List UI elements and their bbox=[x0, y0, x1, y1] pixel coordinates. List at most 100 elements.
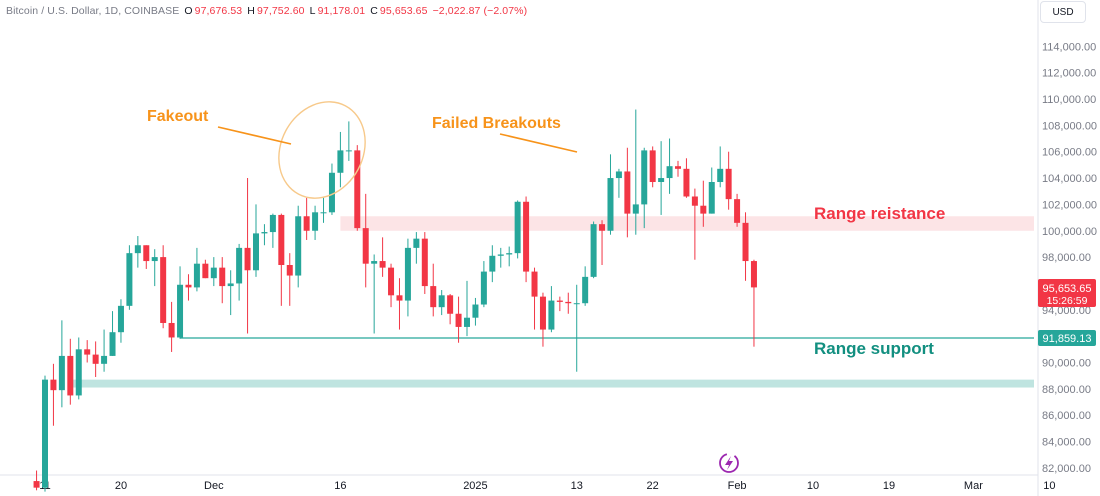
candle-body bbox=[506, 253, 513, 255]
candle-body bbox=[84, 349, 91, 355]
price-tick-label: 112,000.00 bbox=[1042, 68, 1096, 80]
candle-body bbox=[582, 276, 589, 304]
candle-body bbox=[379, 261, 386, 268]
candle-body bbox=[615, 171, 622, 179]
fakeout-ellipse bbox=[278, 101, 366, 199]
candle-body bbox=[464, 317, 470, 327]
candle-body bbox=[160, 257, 167, 323]
candle-body bbox=[244, 247, 251, 271]
candle-body bbox=[202, 263, 209, 279]
candle-body bbox=[219, 267, 226, 287]
symbol-label: Bitcoin / U.S. Dollar, 1D, COINBASE bbox=[6, 5, 180, 17]
candle-body bbox=[649, 150, 656, 183]
candle-body bbox=[143, 245, 150, 262]
candle-body bbox=[404, 247, 411, 301]
candle-body bbox=[253, 233, 259, 271]
candle-body bbox=[590, 224, 597, 277]
price-tick-label: 108,000.00 bbox=[1042, 120, 1097, 132]
candle-body bbox=[455, 313, 462, 327]
candle-body bbox=[430, 286, 437, 308]
candle-body bbox=[556, 300, 563, 302]
low-value: 91,178.01 bbox=[317, 5, 366, 17]
candle-body bbox=[50, 379, 57, 391]
candle-body bbox=[227, 283, 234, 287]
candle-body bbox=[599, 224, 606, 231]
time-tick-label: Mar bbox=[964, 480, 983, 492]
price-tick-label: 94,000.00 bbox=[1042, 305, 1091, 317]
candle-body bbox=[354, 150, 361, 229]
price-tick-label: 98,000.00 bbox=[1042, 252, 1091, 264]
close-value: 95,653.65 bbox=[379, 5, 428, 17]
candle-body bbox=[42, 379, 48, 488]
range-support-label: Range support bbox=[814, 339, 934, 358]
close-label: C bbox=[370, 5, 378, 17]
candle-body bbox=[328, 172, 335, 213]
candle-body bbox=[320, 212, 327, 214]
currency-button[interactable]: USD bbox=[1040, 1, 1086, 23]
candle-body bbox=[548, 300, 555, 330]
time-tick-label: 10 bbox=[807, 480, 819, 492]
open-value: 97,676.53 bbox=[194, 5, 243, 17]
candle-body bbox=[312, 212, 319, 231]
candle-body bbox=[269, 214, 276, 233]
candle-body bbox=[742, 222, 749, 262]
candle-body bbox=[573, 303, 580, 305]
chart-header: Bitcoin / U.S. Dollar, 1D, COINBASE O 97,… bbox=[6, 5, 529, 17]
candle-body bbox=[67, 355, 74, 396]
range-resistance-label: Range reistance bbox=[814, 204, 945, 223]
candle-body bbox=[565, 301, 572, 304]
lightning-icon[interactable] bbox=[719, 453, 739, 473]
candle-body bbox=[514, 201, 521, 254]
fakeout-pointer bbox=[217, 126, 292, 145]
candle-body bbox=[151, 257, 158, 262]
candle-body bbox=[472, 304, 479, 318]
candle-body bbox=[185, 284, 192, 288]
candle-body bbox=[666, 166, 673, 179]
candle-body bbox=[75, 349, 82, 396]
price-tick-label: 106,000.00 bbox=[1042, 147, 1097, 159]
price-tick-label: 86,000.00 bbox=[1042, 410, 1091, 422]
candle-body bbox=[708, 182, 715, 214]
candle-body bbox=[421, 238, 428, 287]
resistance-zone bbox=[340, 216, 1034, 231]
time-tick-label: 13 bbox=[571, 480, 583, 492]
countdown-value: 15:26:59 bbox=[1047, 295, 1088, 307]
candle-body bbox=[480, 271, 487, 305]
candle-body bbox=[134, 245, 141, 254]
candle-body bbox=[641, 150, 648, 205]
time-tick-label: Feb bbox=[728, 480, 747, 492]
time-tick-label: 2025 bbox=[463, 480, 487, 492]
candle-body bbox=[278, 214, 285, 266]
candle-body bbox=[92, 354, 99, 364]
candle-body bbox=[413, 238, 420, 248]
time-tick-label: 20 bbox=[115, 480, 127, 492]
candle-body bbox=[388, 267, 395, 296]
time-tick-label: 16 bbox=[334, 480, 346, 492]
price-tick-label: 104,000.00 bbox=[1042, 173, 1097, 185]
candle-body bbox=[497, 254, 504, 256]
candle-body bbox=[539, 296, 546, 330]
price-tick-label: 90,000.00 bbox=[1042, 358, 1091, 370]
candle-body bbox=[632, 204, 639, 214]
lightning-icon-bolt bbox=[725, 456, 733, 470]
open-label: O bbox=[184, 5, 193, 17]
candle-body bbox=[447, 295, 454, 314]
candle-body bbox=[33, 481, 40, 488]
lightning-icon-ring bbox=[719, 453, 739, 473]
candle-body bbox=[683, 168, 690, 197]
current-price-value: 95,653.65 bbox=[1043, 283, 1092, 295]
candle-body bbox=[700, 205, 707, 214]
candle-body bbox=[489, 255, 496, 272]
price-tick-label: 102,000.00 bbox=[1042, 199, 1097, 211]
candle-body bbox=[261, 232, 268, 234]
candle-body bbox=[286, 265, 293, 276]
price-tick-label: 84,000.00 bbox=[1042, 437, 1091, 449]
support-zone bbox=[70, 379, 1034, 388]
candle-body bbox=[109, 332, 116, 356]
price-tick-label: 110,000.00 bbox=[1042, 94, 1096, 106]
candle-body bbox=[717, 168, 724, 183]
candle-body bbox=[168, 322, 175, 338]
candle-body bbox=[675, 166, 681, 169]
change-value: −2,022.87 (−2.07%) bbox=[432, 5, 528, 17]
